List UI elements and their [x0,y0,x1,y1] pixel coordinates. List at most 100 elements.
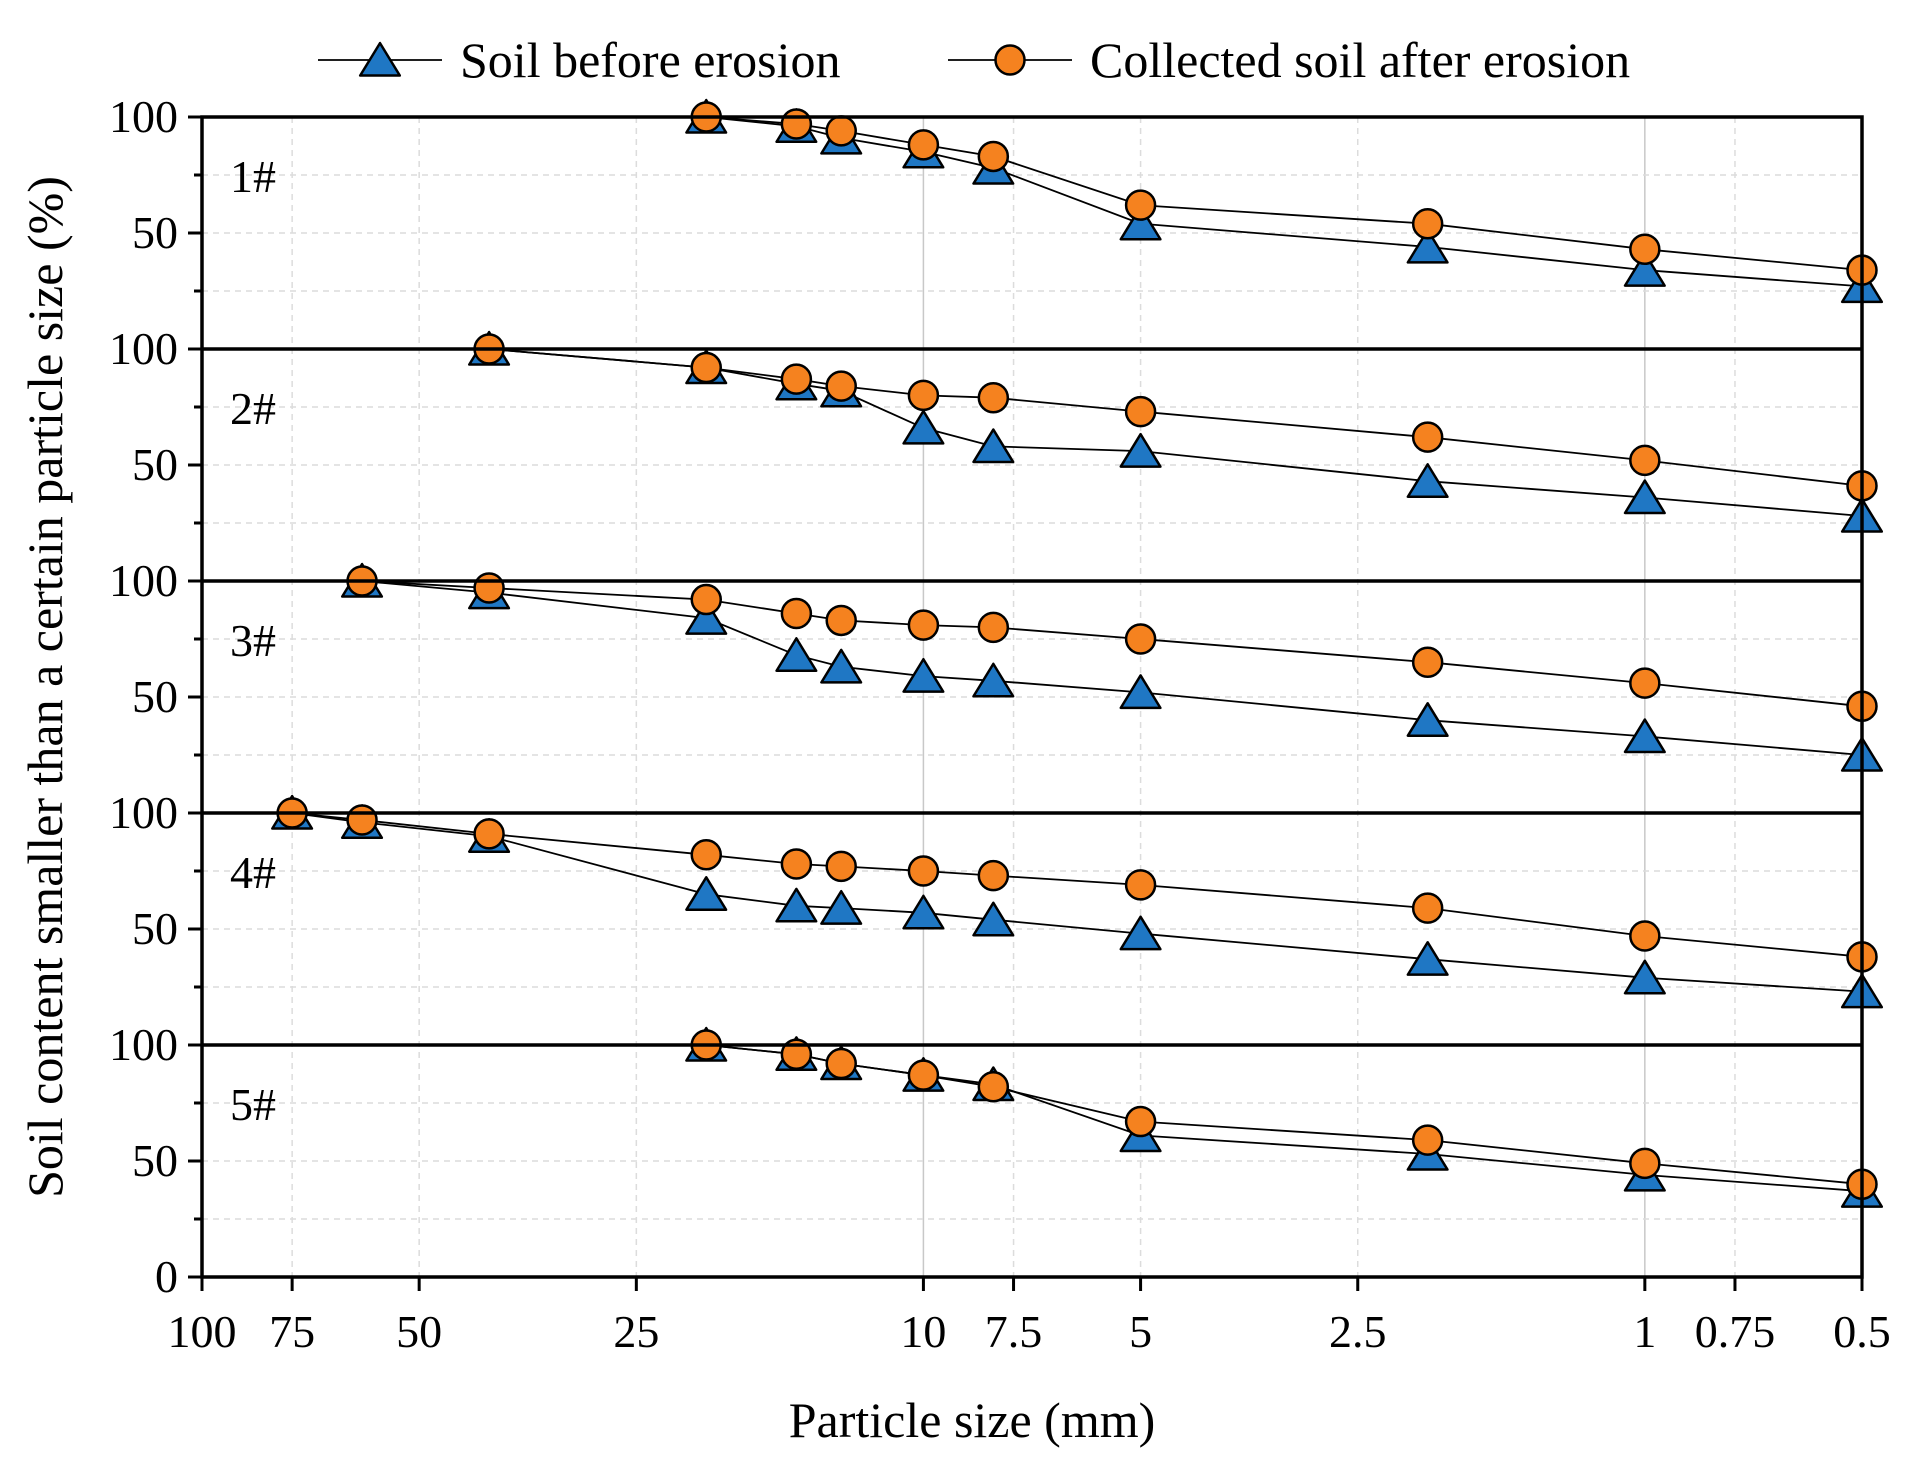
data-point-triangle [972,901,1015,937]
series-line [489,348,1863,487]
data-point-circle [1124,395,1157,428]
x-tick-label: 1 [1633,1306,1656,1357]
x-tick-label: 50 [396,1306,442,1357]
data-point-circle [907,609,940,641]
data-point-circle [690,583,722,616]
x-tick-label: 5 [1129,1306,1152,1357]
y-tick-label: 0 [155,1251,178,1302]
data-point-circle [1124,189,1157,221]
data-point-triangle [1623,479,1666,515]
legend-label: Soil before erosion [460,32,840,88]
data-point-triangle [775,887,818,923]
y-tick-label: 50 [132,1135,178,1186]
data-point-triangle [902,409,945,445]
data-point-triangle [1119,432,1162,468]
data-point-triangle [1406,941,1449,976]
x-tick-label: 75 [269,1306,315,1357]
panel-label: 5# [230,1079,276,1130]
axis-labels: Particle size (mm) Soil content smaller t… [17,151,1155,1448]
data-point-circle [780,848,813,880]
data-point-circle [690,839,722,871]
data-point-triangle [1406,702,1449,737]
y-tick-label: 100 [109,323,178,374]
data-point-circle [1629,444,1661,477]
data-point-circle [825,115,857,147]
data-point-circle [1124,623,1157,655]
x-tick-label: 25 [613,1306,659,1357]
y-tick-label: 100 [109,91,178,142]
series-line [292,812,1863,958]
series-line [706,1044,1863,1193]
y-tick-label: 50 [132,671,178,722]
data-point-triangle [820,648,863,684]
data-point-triangle [685,599,728,635]
panel-label: 2# [230,383,276,434]
legend: Soil before erosion Collected soil after … [318,32,1630,88]
data-point-circle [1629,1147,1661,1180]
data-point-circle [1411,1124,1444,1156]
panel-label: 3# [230,615,276,666]
data-point-circle [1629,920,1661,952]
data-point-circle [780,363,813,395]
data-point-triangle [820,889,863,925]
data-point-triangle [1623,718,1666,754]
panel-label: 1# [230,151,276,202]
grid-lines [202,117,1862,1277]
data-point-circle [825,370,857,402]
y-tick-label: 100 [109,1019,178,1070]
legend-marker-circle [994,44,1026,76]
x-tick-label: 7.5 [985,1306,1043,1357]
data-point-circle [907,379,940,412]
y-tick-label: 100 [109,787,178,838]
series-layer [271,98,1884,1208]
data-point-circle [690,351,722,384]
y-tick-label: 100 [109,555,178,606]
plot-frame [200,115,1864,1279]
data-point-circle [473,818,505,850]
x-tick-label: 0.5 [1833,1306,1891,1357]
series-line [361,580,1863,756]
data-point-circle [907,855,940,887]
data-point-circle [907,129,940,161]
data-point-triangle [1406,463,1449,498]
data-point-circle [907,1059,940,1091]
data-point-circle [1629,667,1661,699]
data-point-circle [825,850,857,883]
y-tick-label: 50 [132,207,178,258]
data-point-circle [977,381,1010,414]
data-point-circle [1124,869,1157,901]
data-point-triangle [972,428,1015,464]
x-tick-label: 0.75 [1695,1306,1776,1357]
y-tick-label: 50 [132,439,178,490]
data-point-triangle [1119,205,1162,241]
data-point-triangle [775,637,818,672]
y-tick-label: 50 [132,903,178,954]
data-point-circle [977,1071,1010,1103]
series-line [291,812,1863,993]
data-point-triangle [902,894,945,930]
data-point-circle [1411,421,1444,453]
data-point-circle [977,859,1010,892]
panel-label: 4# [230,847,276,898]
data-point-triangle [1623,251,1666,287]
series-line [706,1044,1863,1186]
data-point-circle [825,604,857,637]
data-point-triangle [1119,674,1162,710]
data-point-circle [1124,1105,1157,1138]
data-point-circle [977,140,1010,173]
series-line [706,116,1863,271]
legend-marker-triangle [358,41,402,77]
data-point-circle [780,597,813,630]
data-point-circle [1411,892,1444,924]
data-point-circle [825,1047,857,1080]
x-tick-label: 100 [168,1306,237,1357]
legend-label: Collected soil after erosion [1090,32,1630,88]
x-tick-label: 10 [900,1306,946,1357]
data-point-triangle [1406,228,1449,264]
series-line [489,348,1863,517]
x-axis-title: Particle size (mm) [789,1392,1156,1448]
data-point-triangle [972,662,1015,698]
